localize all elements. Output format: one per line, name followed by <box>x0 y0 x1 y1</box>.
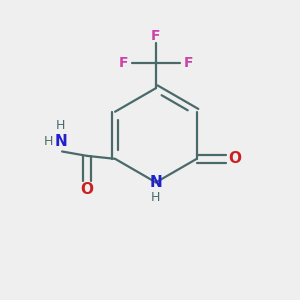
Text: H: H <box>151 191 160 204</box>
Text: N: N <box>54 134 67 149</box>
Text: F: F <box>151 29 160 43</box>
Text: O: O <box>81 182 94 197</box>
Text: O: O <box>228 151 241 166</box>
Text: F: F <box>119 56 128 70</box>
Text: N: N <box>149 175 162 190</box>
Text: H: H <box>43 135 52 148</box>
Text: H: H <box>56 119 65 132</box>
Text: F: F <box>184 56 193 70</box>
